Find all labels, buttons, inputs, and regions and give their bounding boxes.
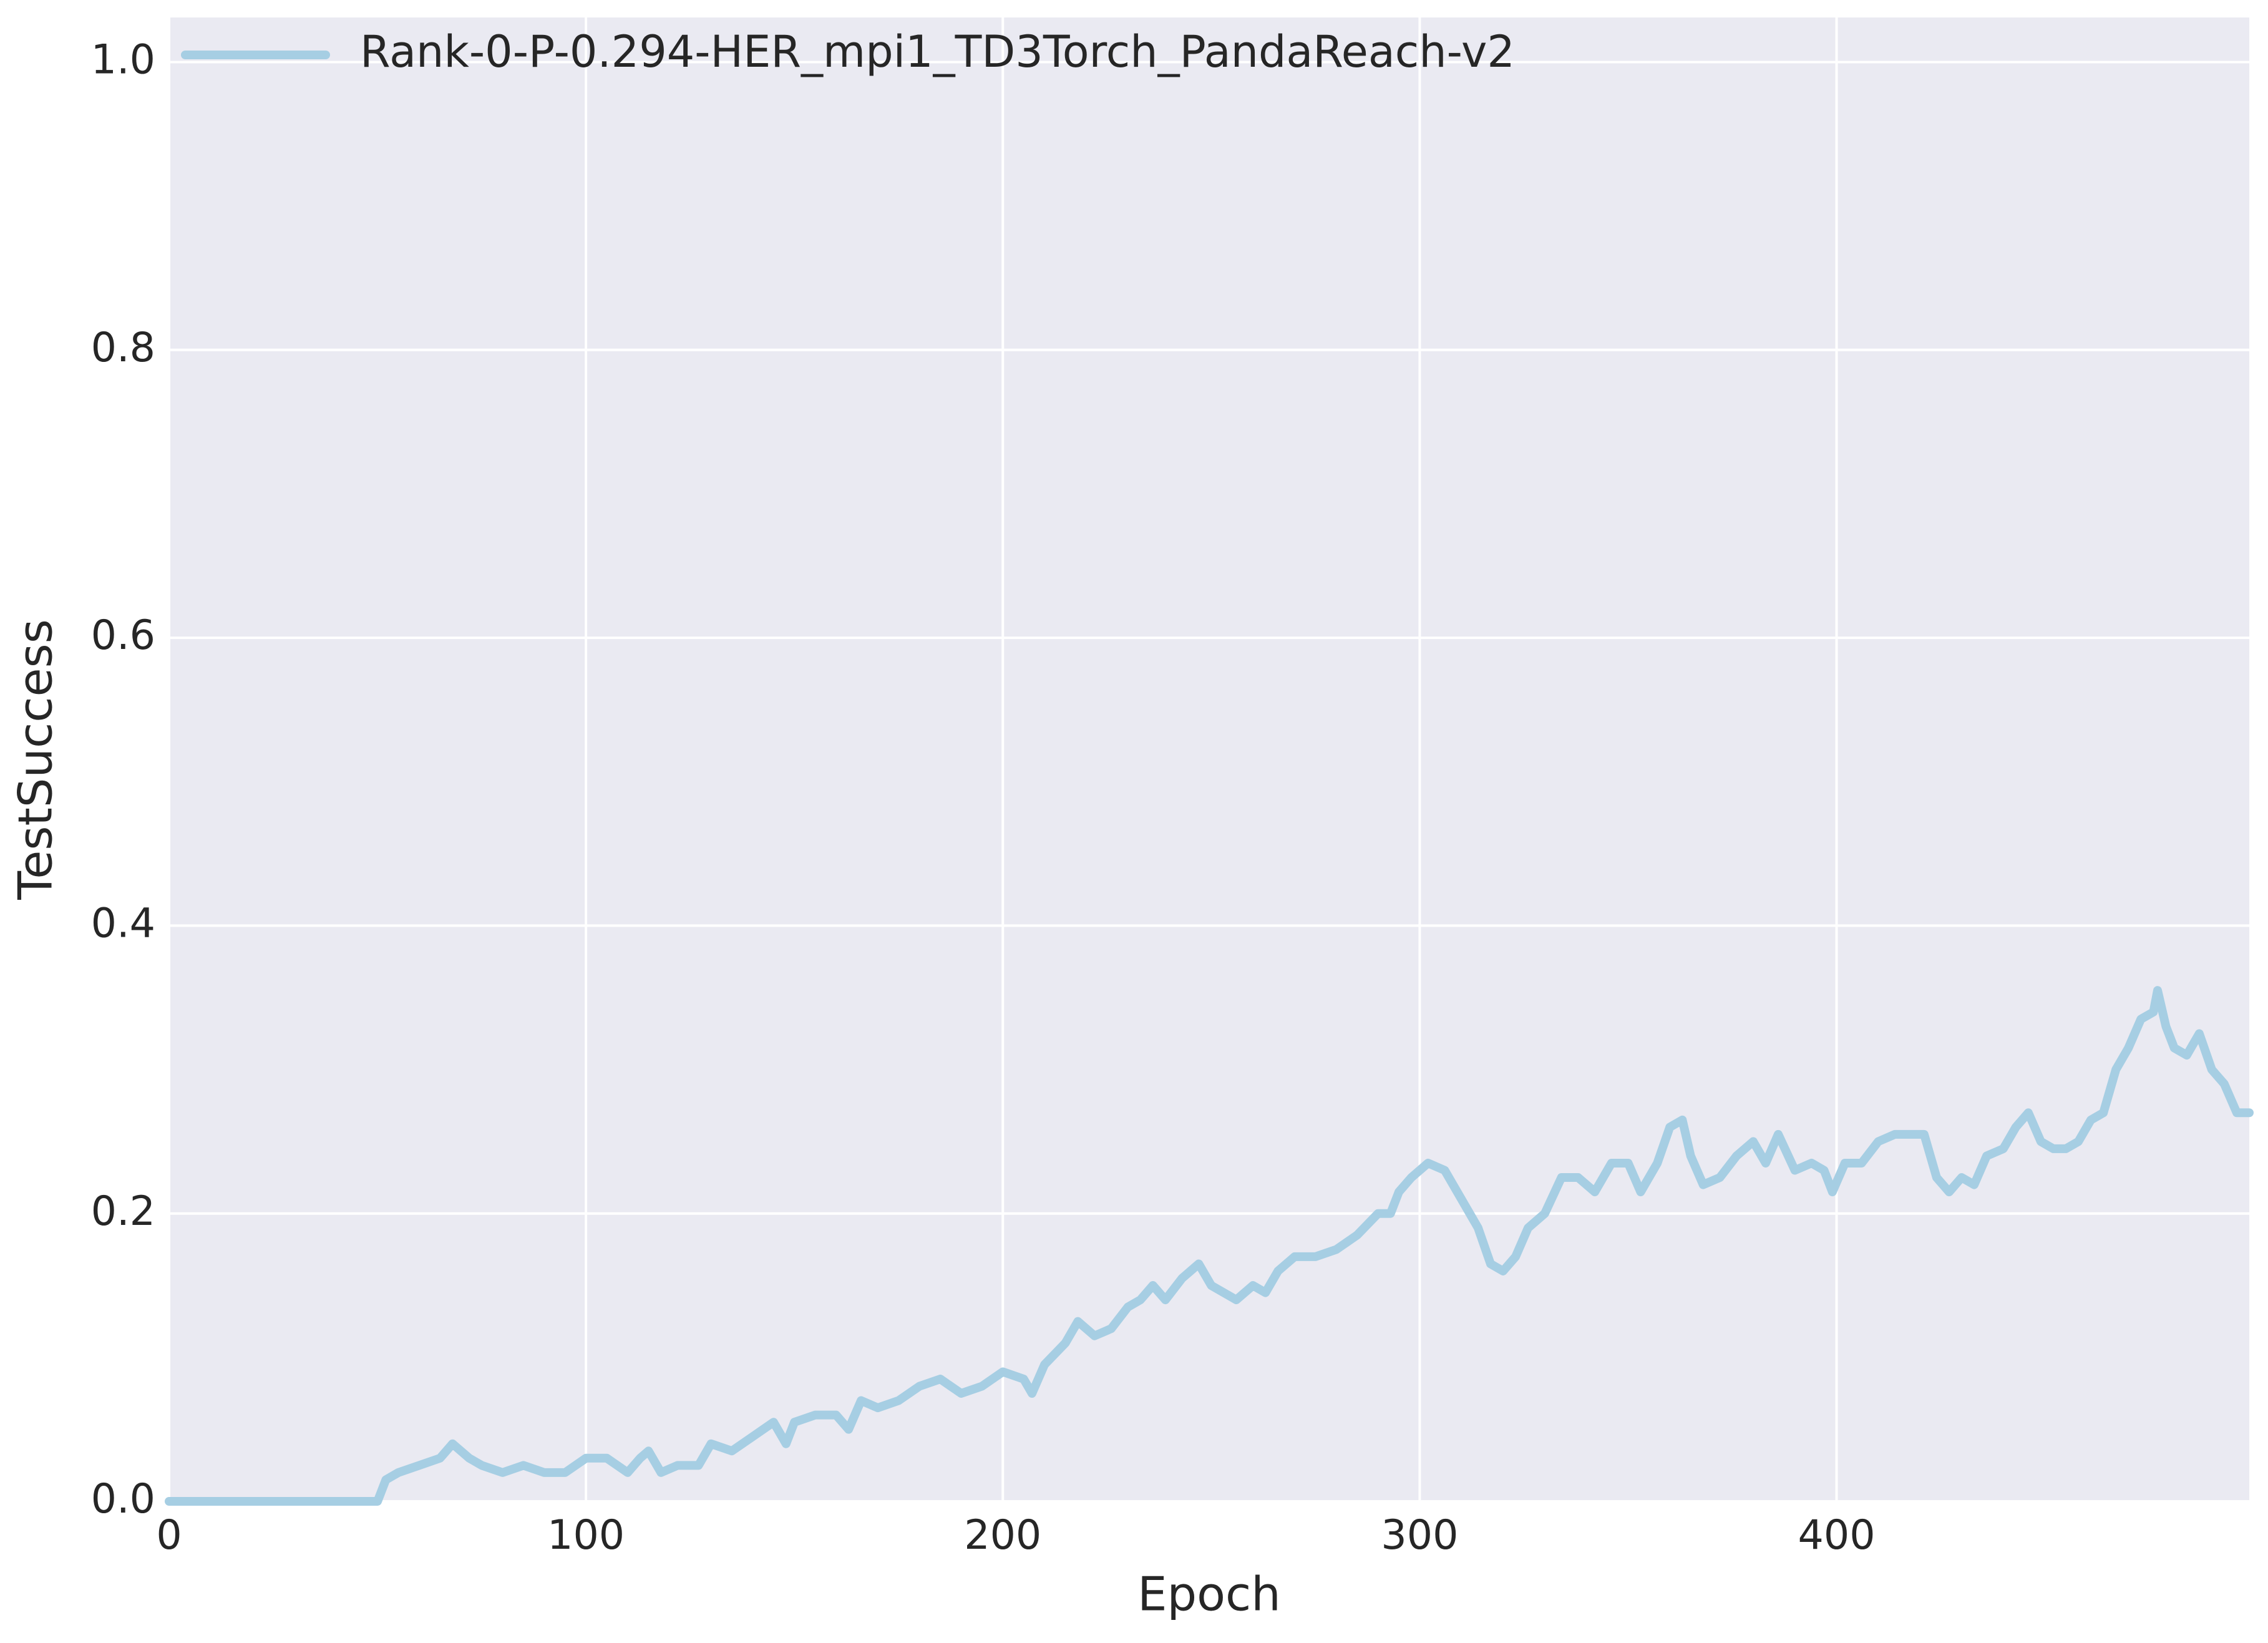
- legend-label: Rank-0-P-0.294-HER_mpi1_TD3Torch_PandaRe…: [360, 26, 1515, 77]
- y-axis-label: TestSuccess: [8, 619, 63, 900]
- x-tick-label: 0: [156, 1512, 182, 1559]
- y-tick-label: 1.0: [91, 37, 155, 84]
- y-tick-label: 0.6: [91, 612, 155, 659]
- x-tick-label: 300: [1381, 1512, 1458, 1559]
- y-tick-label: 0.4: [91, 900, 155, 947]
- x-tick-label: 200: [964, 1512, 1041, 1559]
- x-axis-label: Epoch: [1137, 1567, 1281, 1622]
- x-tick-label: 400: [1798, 1512, 1876, 1559]
- y-tick-label: 0.2: [91, 1188, 155, 1235]
- data-line: [165, 986, 2254, 1506]
- y-tick-label: 0.8: [91, 324, 155, 371]
- x-tick-label: 100: [547, 1512, 625, 1559]
- y-tick-label: 0.0: [91, 1476, 155, 1523]
- plot-area: [169, 17, 2249, 1501]
